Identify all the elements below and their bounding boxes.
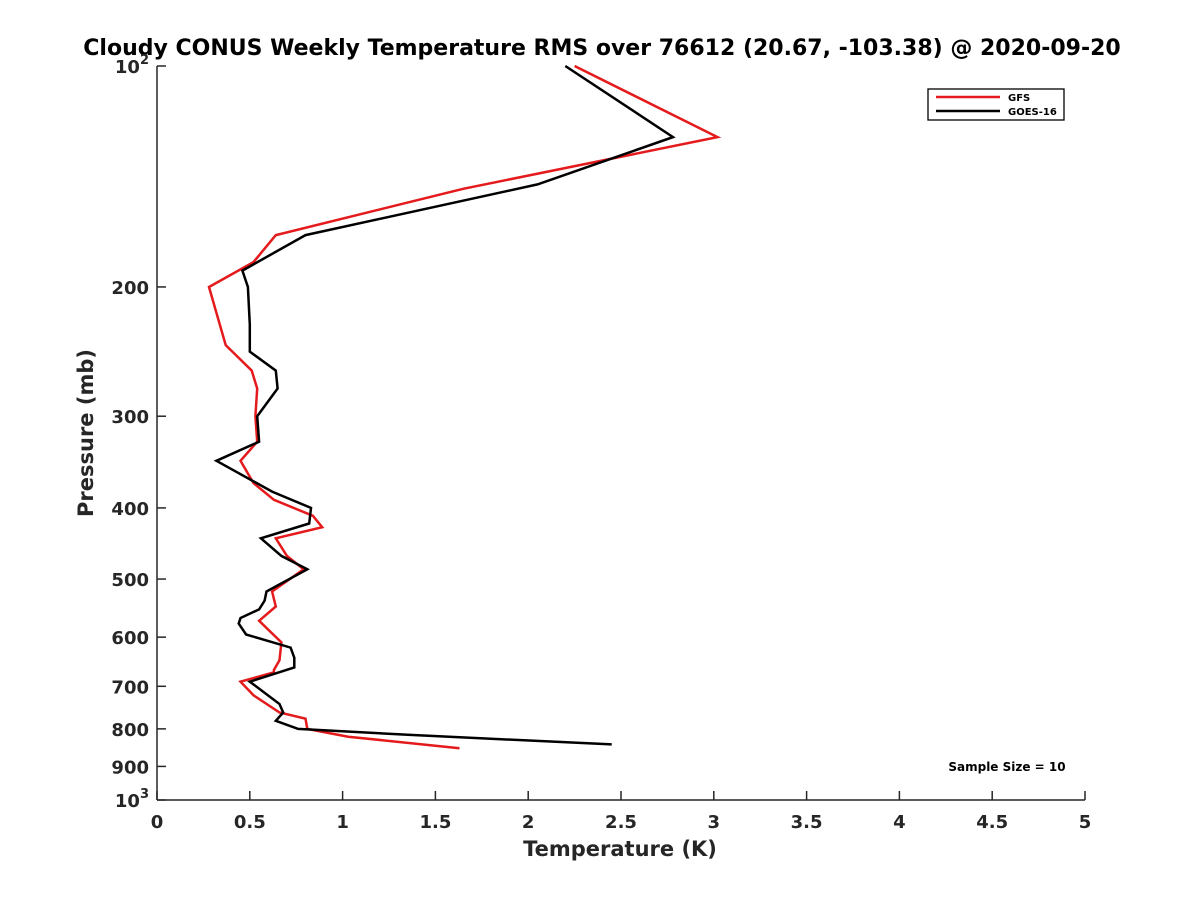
x-tick-label: 5 [1079, 812, 1092, 833]
y-tick-label: 500 [111, 570, 149, 591]
y-tick-label: 102 [115, 53, 149, 78]
chart-axes: 0 0.5 1 1.5 2 2.5 3 3.5 4 4.5 5 102 200 300 400 500 600 7… [111, 53, 1091, 833]
y-tick-label: 900 [111, 757, 149, 778]
x-tick-label: 2 [522, 812, 535, 833]
series-line-goes-16 [213, 64, 676, 746]
y-tick-label: 700 [111, 677, 149, 698]
y-axis-label: Pressure (mb) [74, 349, 98, 517]
chart-legend: GFS GOES-16 [927, 88, 1065, 121]
x-tick-label: 3.5 [791, 812, 823, 833]
x-tick-label: 1.5 [419, 812, 451, 833]
legend-label: GOES-16 [1008, 107, 1057, 118]
chart-series [207, 64, 722, 750]
series-line-gfs [207, 64, 722, 750]
x-tick-label: 4 [893, 812, 906, 833]
y-tick-label: 600 [111, 628, 149, 649]
legend-box [927, 88, 1065, 121]
y-tick-label: 300 [111, 407, 149, 428]
x-tick-label: 0.5 [234, 812, 266, 833]
x-tick-label: 4.5 [976, 812, 1008, 833]
y-tick-label: 400 [111, 499, 149, 520]
y-tick-label: 103 [115, 787, 149, 812]
x-axis-label: Temperature (K) [523, 837, 717, 861]
y-tick-label: 800 [111, 720, 149, 741]
x-tick-label: 0 [151, 812, 164, 833]
x-tick-label: 1 [336, 812, 349, 833]
x-tick-label: 3 [708, 812, 721, 833]
x-tick-label: 2.5 [605, 812, 637, 833]
y-tick-label: 200 [111, 278, 149, 299]
legend-label: GFS [1008, 93, 1030, 104]
sample-size-annotation: Sample Size = 10 [948, 760, 1065, 774]
chart-title: Cloudy CONUS Weekly Temperature RMS over… [83, 36, 1120, 61]
